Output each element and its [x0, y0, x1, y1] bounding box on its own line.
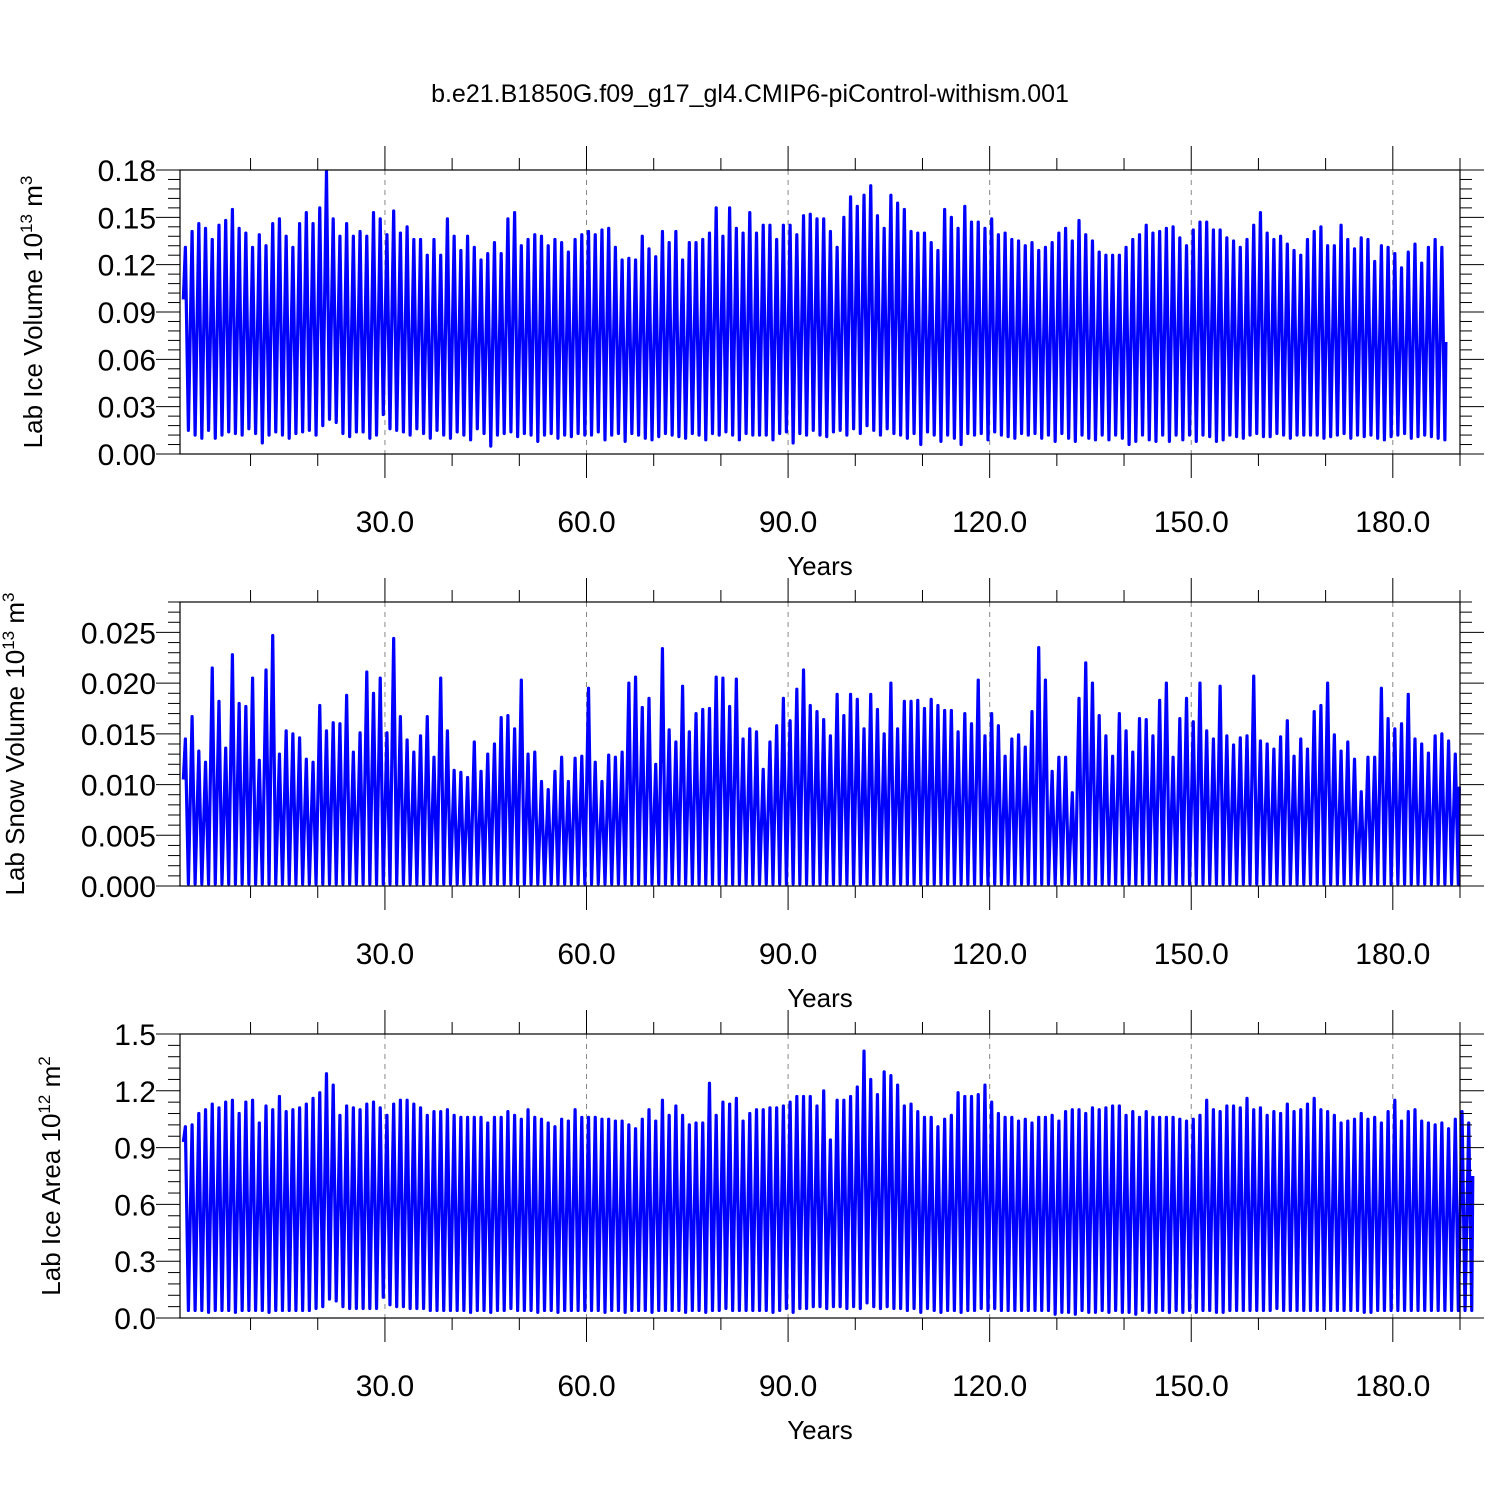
ice-volume-xtick-label-1: 60.0 [557, 506, 615, 539]
ice-area-xtick-label-4: 150.0 [1154, 1370, 1229, 1403]
ice-area-ytick-label-4: 1.2 [114, 1076, 156, 1109]
panel-ice-volume: 0.00 0.03 0.06 0.09 0.12 0.15 0.18 30.0 60.0 90.0… [17, 146, 1484, 581]
panel-snow-volume: 0.000 0.005 0.010 0.015 0.020 0.025 30.0 60.0 90… [0, 578, 1484, 1013]
snow-volume-ytick-label-4: 0.020 [81, 668, 156, 701]
snow-volume-xtick-label-4: 150.0 [1154, 938, 1229, 971]
ice-area-ytick-label-2: 0.6 [114, 1189, 156, 1222]
ice-volume-xtick-label-0: 30.0 [356, 506, 414, 539]
ice-area-xtick-label-0: 30.0 [356, 1370, 414, 1403]
snow-volume-xtick-label-0: 30.0 [356, 938, 414, 971]
ice-area-xtick-label-5: 180.0 [1355, 1370, 1430, 1403]
figure-title: b.e21.B1850G.f09_g17_gl4.CMIP6-piControl… [431, 80, 1069, 108]
ice-area-series-line [181, 1049, 1475, 1316]
ice-area-ytick-label-0: 0.0 [114, 1303, 156, 1336]
snow-volume-xtick-label-3: 120.0 [952, 938, 1027, 971]
ice-area-ytick-label-1: 0.3 [114, 1246, 156, 1279]
snow-volume-yaxis-title: Lab Snow Volume 1013 m3 [0, 592, 30, 895]
ice-volume-series-line [181, 169, 1448, 448]
snow-volume-ytick-label-5: 0.025 [81, 617, 156, 650]
ice-volume-xtick-label-5: 180.0 [1355, 506, 1430, 539]
ice-area-xtick-label-1: 60.0 [557, 1370, 615, 1403]
ice-area-xtick-label-3: 120.0 [952, 1370, 1027, 1403]
snow-volume-xtick-label-5: 180.0 [1355, 938, 1430, 971]
ice-volume-xtick-label-3: 120.0 [952, 506, 1027, 539]
snow-volume-ytick-label-3: 0.015 [81, 719, 156, 752]
ice-volume-xaxis-title: Years [787, 551, 853, 581]
snow-volume-ytick-label-1: 0.005 [81, 820, 156, 853]
ice-volume-ytick-label-4: 0.12 [98, 250, 156, 283]
ice-volume-ytick-label-0: 0.00 [98, 439, 156, 472]
snow-volume-series-line [181, 633, 1461, 886]
snow-volume-xaxis-title: Years [787, 983, 853, 1013]
ice-area-ytick-label-3: 0.9 [114, 1133, 156, 1166]
ice-volume-ytick-label-3: 0.09 [98, 297, 156, 330]
ice-area-plot-frame [179, 1033, 1461, 1319]
snow-volume-xtick-label-2: 90.0 [759, 938, 817, 971]
snow-volume-ytick-label-2: 0.010 [81, 770, 156, 803]
ice-area-ytick-label-5: 1.5 [114, 1019, 156, 1052]
ice-volume-ytick-label-1: 0.03 [98, 392, 156, 425]
snow-volume-ytick-label-0: 0.000 [81, 871, 156, 904]
panel-ice-area: 0.0 0.3 0.6 0.9 1.2 1.5 30.0 60.0 90.0 120.0 150.0… [35, 1010, 1484, 1445]
ice-area-yaxis-title: Lab Ice Area 1012 m2 [35, 1056, 66, 1295]
ice-volume-ytick-label-6: 0.18 [98, 155, 156, 188]
ice-volume-xtick-label-4: 150.0 [1154, 506, 1229, 539]
ice-area-xaxis-title: Years [787, 1415, 853, 1445]
snow-volume-xtick-label-1: 60.0 [557, 938, 615, 971]
ice-volume-ytick-label-2: 0.06 [98, 344, 156, 377]
ice-area-xtick-label-2: 90.0 [759, 1370, 817, 1403]
ice-volume-xtick-label-2: 90.0 [759, 506, 817, 539]
ice-volume-yaxis-title: Lab Ice Volume 1013 m3 [17, 176, 48, 449]
ice-volume-ytick-label-5: 0.15 [98, 202, 156, 235]
